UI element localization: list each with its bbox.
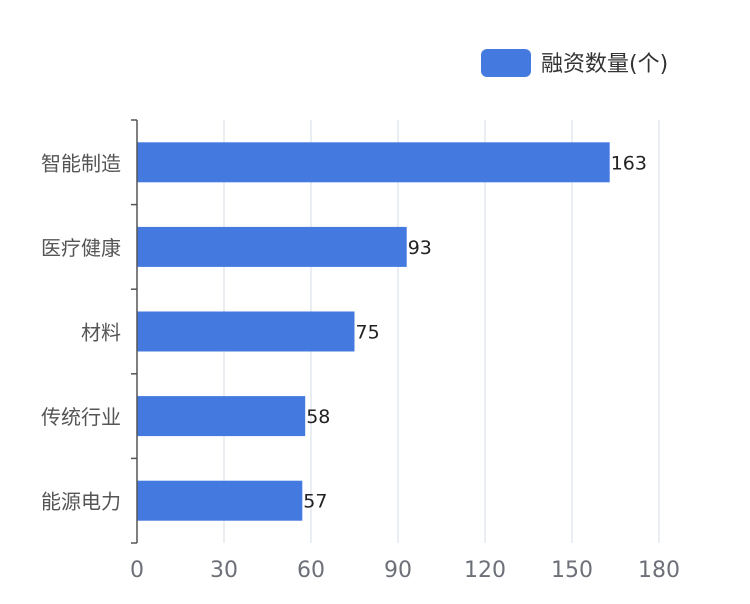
category-label: 传统行业 bbox=[41, 405, 121, 429]
value-label: 93 bbox=[408, 237, 432, 259]
legend[interactable]: 融资数量(个) bbox=[481, 49, 668, 77]
bar-0[interactable] bbox=[137, 142, 610, 183]
value-label: 57 bbox=[303, 491, 327, 513]
x-tick-label: 150 bbox=[551, 558, 593, 583]
category-label: 材料 bbox=[81, 321, 121, 345]
value-label: 163 bbox=[611, 152, 647, 174]
x-tick-label: 90 bbox=[384, 558, 412, 583]
x-tick-label: 120 bbox=[464, 558, 506, 583]
category-label: 医疗健康 bbox=[41, 236, 121, 260]
grid-lines bbox=[223, 120, 660, 543]
x-tick-labels: 0 30 60 90 120 150 180 bbox=[130, 558, 680, 583]
legend-label[interactable]: 融资数量(个) bbox=[541, 52, 668, 77]
x-tick-label: 30 bbox=[210, 558, 238, 583]
category-label: 智能制造 bbox=[41, 151, 121, 175]
bar-4[interactable] bbox=[137, 480, 303, 521]
x-tick-label: 180 bbox=[638, 558, 680, 583]
legend-swatch[interactable] bbox=[481, 49, 531, 77]
bar-3[interactable] bbox=[137, 396, 306, 437]
y-axis bbox=[131, 119, 138, 544]
bar-1[interactable] bbox=[137, 226, 407, 267]
value-labels: 163 93 75 58 57 bbox=[303, 152, 647, 512]
bar-2[interactable] bbox=[137, 311, 355, 352]
bars bbox=[137, 142, 610, 521]
value-label: 58 bbox=[306, 406, 330, 428]
x-tick-label: 0 bbox=[130, 558, 144, 583]
value-label: 75 bbox=[356, 322, 380, 344]
x-tick-label: 60 bbox=[297, 558, 325, 583]
category-label: 能源电力 bbox=[41, 490, 121, 514]
